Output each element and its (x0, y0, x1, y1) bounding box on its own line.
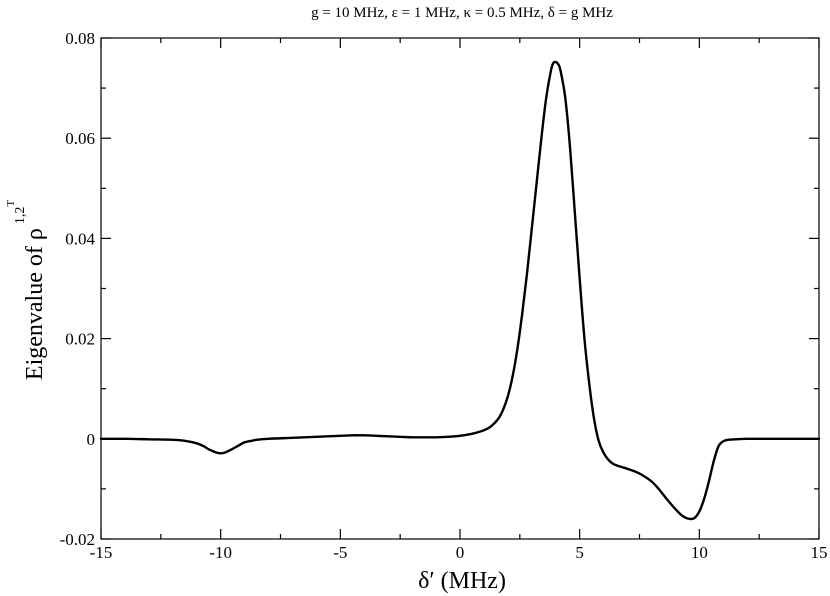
svg-text:Eigenvalue of ρ1,2T: Eigenvalue of ρ 1,2T (5, 200, 48, 380)
y-tick-label: -0.02 (60, 530, 95, 549)
x-axis-title: δ′ (MHz) (418, 568, 506, 594)
y-tick-label: 0.08 (65, 29, 95, 48)
y-axis-title-superscript-t: T (5, 200, 17, 207)
x-tick-label: -15 (90, 543, 113, 562)
y-tick-label: 0 (87, 430, 96, 449)
x-tick-label: 0 (456, 543, 465, 562)
series-line (99, 60, 821, 521)
y-tick-label: 0.02 (65, 330, 95, 349)
y-tick-label: 0.04 (65, 229, 95, 248)
x-tick-label: -10 (209, 543, 232, 562)
y-axis-title-main: Eigenvalue of ρ (22, 228, 48, 380)
x-tick-label: 15 (811, 543, 828, 562)
axis-ticks (100, 37, 820, 540)
y-axis-title-superscript: 1,2 (13, 207, 28, 225)
y-tick-label: 0.06 (65, 129, 95, 148)
axis-tick-labels: -15 -10 -5 0 5 10 15 -0.02 0 0.02 0.04 0.06 0.08 (60, 29, 828, 562)
x-tick-label: 5 (575, 543, 584, 562)
y-axis-title: Eigenvalue of ρ 1,2T (5, 200, 48, 380)
x-tick-label: 10 (691, 543, 708, 562)
plot-frame (100, 37, 820, 540)
x-tick-label: -5 (333, 543, 347, 562)
chart-title: g = 10 MHz, ε = 1 MHz, κ = 0.5 MHz, δ = … (311, 5, 613, 21)
